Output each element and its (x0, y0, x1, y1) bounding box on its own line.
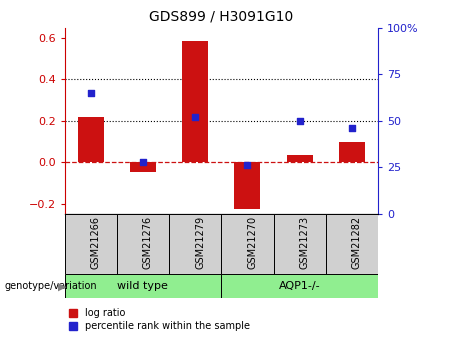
Text: GSM21279: GSM21279 (195, 216, 205, 269)
Bar (339, 142, 365, 162)
Bar (77, 117, 104, 162)
Point (87, 90, 95, 96)
Text: GSM21273: GSM21273 (300, 216, 310, 269)
Bar (273, 214, 326, 274)
Text: GSM21266: GSM21266 (91, 216, 100, 269)
Text: genotype/variation: genotype/variation (5, 282, 97, 291)
Bar (326, 214, 378, 274)
Text: wild type: wild type (118, 282, 168, 291)
Point (191, 114, 199, 120)
Point (348, 126, 355, 131)
Bar (221, 214, 273, 274)
Point (244, 163, 251, 168)
Point (139, 159, 147, 165)
Point (296, 118, 303, 124)
Bar (65, 214, 117, 274)
Bar (221, 274, 378, 298)
Bar (65, 274, 221, 298)
Text: GSM21276: GSM21276 (143, 216, 153, 269)
Text: GSM21282: GSM21282 (352, 216, 362, 269)
Bar (117, 214, 169, 274)
Bar (287, 155, 313, 162)
Text: AQP1-/-: AQP1-/- (279, 282, 320, 291)
Text: GSM21270: GSM21270 (248, 216, 257, 269)
Bar (182, 41, 208, 162)
Bar (169, 214, 221, 274)
Bar (130, 162, 156, 172)
Title: GDS899 / H3091G10: GDS899 / H3091G10 (149, 10, 293, 24)
Bar (234, 162, 260, 209)
Legend: log ratio, percentile rank within the sample: log ratio, percentile rank within the sa… (70, 308, 250, 332)
Text: ▶: ▶ (58, 282, 66, 291)
